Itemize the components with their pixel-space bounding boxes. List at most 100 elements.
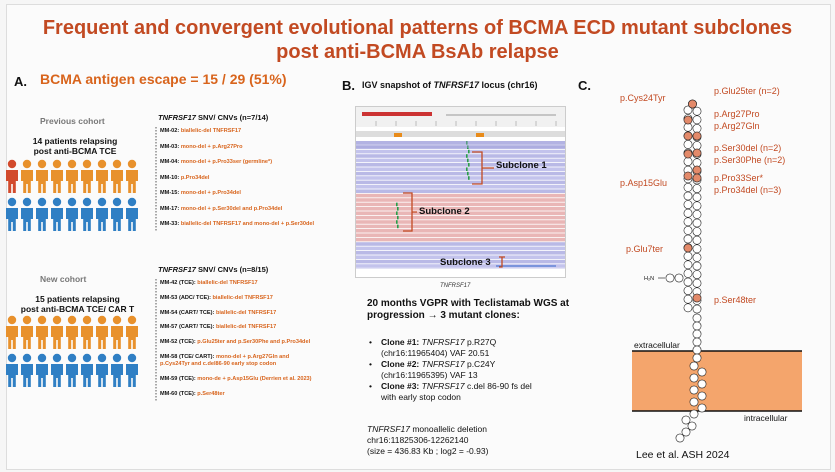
person-icon: [66, 315, 78, 349]
variant-text-continued: p.Cys24Tyr and c.del86-90 early stop cod…: [160, 360, 277, 367]
mutation-label: p.Glu25ter (n=2): [714, 86, 780, 96]
citation: Lee et al. ASH 2024: [636, 449, 730, 461]
residue-chain: [665, 99, 707, 443]
variant-list-item: MM-59 (TCE): mono-de + p.Asp15Glu (Derri…: [160, 376, 312, 383]
person-icon: [6, 159, 18, 193]
patient-id: MM-15:: [160, 190, 181, 196]
person-icon: [96, 159, 108, 193]
mutation-label: p.Glu7ter: [626, 244, 664, 254]
clone-item: • Clone #3: TNFRSF17 c.del 86-90 fs del wi…: [367, 381, 592, 402]
person-icon: [51, 197, 63, 231]
patient-id: MM-42 (TCE):: [160, 280, 198, 286]
person-icon: [66, 353, 78, 387]
extracellular-label: extracellular: [634, 340, 680, 350]
antigen-escape-summary: BCMA antigen escape = 15 / 29 (51%): [40, 71, 287, 87]
variant-text: biallelic-del TNFRSF17: [197, 280, 258, 286]
mutation-label: p.Ser30del (n=2): [714, 143, 782, 153]
patient-id: MM-04:: [160, 159, 181, 165]
variant-text: p.Ser48ter: [197, 390, 225, 397]
new-desc-line-1: 15 patients relapsing: [35, 294, 120, 304]
clone-detail: with early stop codon: [381, 391, 461, 402]
variant-text: p.Glu25ter and p.Ser30Phe and p.Pro34del: [197, 339, 311, 346]
person-icon: [96, 353, 108, 387]
mutation-label: p.Ser30Phe (n=2): [714, 155, 786, 165]
clone-item: • Clone #1: TNFRSF17 p.R27Q (chr16:1196540…: [367, 337, 592, 358]
variant-list-item: MM-15: mono-del + p.Pro34del: [160, 190, 241, 197]
patient-id: MM-60 (TCE):: [160, 390, 198, 397]
variant-list-item: MM-42 (TCE): biallelic-del TNFRSF17: [160, 280, 258, 287]
variant-list-item: MM-57 (CART/ TCE): biallelic-del TNFRSF1…: [160, 324, 276, 331]
igv-caption: IGV snapshot of TNFRSF17 locus (chr16): [362, 80, 538, 90]
person-icon: [36, 315, 48, 349]
igv-gene-label: TNFRSF17: [440, 283, 471, 289]
igv-read-tracks: [356, 107, 565, 277]
subclone-1-label: Subclone 1: [496, 160, 547, 171]
variant-text: biallelic-del TNFRSF17: [180, 128, 242, 134]
slide-title: Frequent and convergent evolutional patt…: [20, 16, 815, 64]
bullet: •: [369, 337, 372, 347]
person-icon: [20, 197, 33, 231]
person-icon: [81, 353, 93, 387]
person-icon: [6, 315, 18, 349]
variant-text: biallelic-del TNFRSF17: [215, 324, 277, 331]
variant-list-item: MM-17: mono-del + p.Ser30del and p.Pro34…: [160, 206, 282, 213]
previous-list-bracket: [155, 127, 157, 231]
subclone-3-label: Subclone 3: [440, 257, 491, 268]
panel-b-letter: B.: [342, 78, 355, 93]
variant-text: mono-del + p.Ser30del and p.Pro34del: [180, 205, 283, 212]
variant-text: biallelic-del TNFRSF17: [215, 309, 277, 316]
variant-list-item: MM-58 (TCE/ CART): mono-del + p.Arg27Gln…: [160, 354, 289, 367]
clone-label: Clone #3:: [381, 381, 422, 391]
variant-text: biallelic-del TNFRSF17 and mono-del + p.…: [180, 221, 315, 227]
person-icon: [96, 315, 108, 349]
clone-variant: p.R27Q: [464, 337, 497, 347]
person-icon: [81, 197, 93, 231]
variant-text: mono-del + p.Arg27Gln and: [215, 354, 290, 360]
patient-id: MM-10:: [160, 174, 181, 181]
subclone-2-label: Subclone 2: [419, 206, 470, 217]
previous-cohort-description: 14 patients relapsing post anti-BCMA TCE: [10, 136, 140, 156]
clone-variant: c.del 86-90 fs del: [464, 381, 532, 391]
previous-desc-line-1: 14 patients relapsing: [32, 136, 118, 146]
subclone-brackets: [403, 151, 505, 268]
variant-text: p.Pro34del: [180, 174, 210, 181]
progression-summary: 20 months VGPR with Teclistamab WGS at p…: [367, 298, 570, 321]
new-list-bracket: [155, 279, 157, 401]
new-desc-line-2: post anti-BCMA TCE/ CAR T: [20, 304, 135, 314]
patient-id: MM-57 (CART/ TCE):: [160, 324, 216, 331]
panel-a-letter: A.: [14, 74, 27, 89]
variant-list-item: MM-60 (TCE): p.Ser48ter: [160, 391, 225, 398]
clone-item: • Clone #2: TNFRSF17 p.C24Y (chr16:1196539…: [367, 359, 592, 380]
variant-list-item: MM-33: biallelic-del TNFRSF17 and mono-d…: [160, 221, 314, 228]
new-cohort-people-icons: [6, 315, 138, 387]
person-icon: [126, 353, 138, 387]
patient-id: MM-53 (ADC/ TCE):: [160, 294, 213, 301]
igv-snapshot: [355, 106, 566, 278]
person-icon: [111, 315, 123, 349]
person-icon: [51, 353, 63, 387]
monoallelic-deletion: TNFRSF17 monoallelic deletion chr16:1182…: [367, 424, 489, 456]
clone-gene: TNFRSF17: [421, 381, 465, 391]
mutation-label: p.Arg27Gln: [714, 121, 760, 131]
person-icon: [126, 315, 138, 349]
patient-id: MM-02:: [160, 128, 181, 134]
title-line-1: Frequent and convergent evolutional patt…: [42, 17, 793, 39]
previous-cohort-heading: Previous cohort: [40, 116, 105, 126]
variant-list-item: MM-10: p.Pro34del: [160, 175, 209, 182]
patient-id: MM-58 (TCE/ CART):: [160, 354, 216, 360]
person-icon: [66, 159, 78, 193]
new-cohort-heading: New cohort: [40, 274, 87, 284]
variant-text: mono-del + p.Pro34del: [180, 190, 241, 196]
n-terminus-label: H₂N: [644, 276, 654, 282]
person-icon: [20, 315, 33, 349]
variant-list-item: MM-54 (CART/ TCE): biallelic-del TNFRSF1…: [160, 310, 276, 317]
person-icon: [96, 197, 108, 231]
person-icon: [6, 197, 18, 231]
person-icon: [51, 159, 63, 193]
mutation-label: p.Asp15Glu: [620, 178, 668, 188]
clone-detail: (chr16:11965404) VAF 20.51: [381, 347, 490, 358]
clone-variant: p.C24Y: [464, 359, 496, 369]
patient-id: MM-33:: [160, 221, 181, 227]
person-icon: [81, 159, 93, 193]
person-icon: [126, 197, 138, 231]
